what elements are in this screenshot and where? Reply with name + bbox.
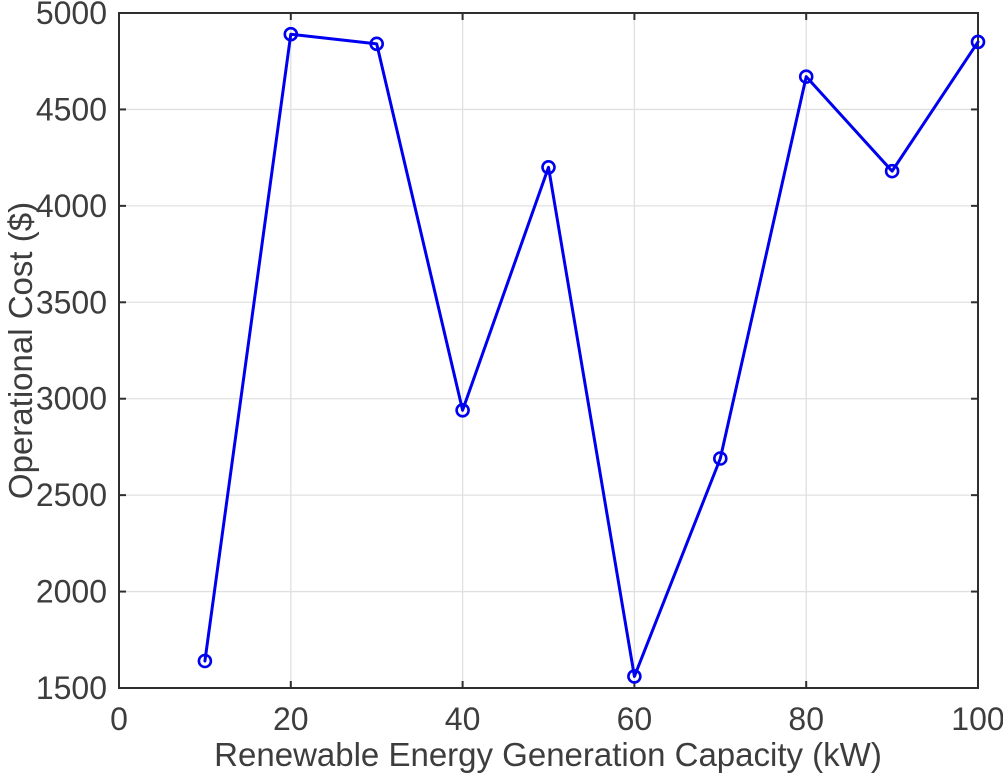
data-point-marker (455, 402, 470, 418)
data-point-marker (798, 69, 814, 84)
plot-border (118, 12, 979, 689)
data-point-marker (970, 34, 986, 50)
x-tick-label: 40 (445, 701, 481, 737)
x-tick-label: 80 (788, 701, 824, 737)
data-point-marker (369, 36, 385, 52)
y-tick-label: 5000 (36, 0, 107, 31)
x-axis-label: Renewable Energy Generation Capacity (kW… (214, 736, 882, 773)
y-tick-label: 3500 (36, 284, 107, 320)
y-axis-label: Operational Cost ($) (2, 202, 39, 499)
y-tick-label: 2000 (36, 574, 107, 610)
tick-label-layer: 0 20 40 60 80 100 1500 2000 2500 3000 3500 4000 4500… (36, 0, 1003, 737)
y-tick-label: 3000 (36, 381, 107, 417)
x-tick-label: 100 (951, 701, 1003, 737)
x-tick-label: 0 (110, 701, 128, 737)
data-series-line (203, 32, 980, 678)
data-point-marker (541, 159, 556, 175)
y-tick-label: 1500 (36, 670, 107, 706)
data-point-marker (627, 669, 642, 684)
y-tick-label: 2500 (36, 477, 107, 513)
x-tick-label: 60 (617, 701, 653, 737)
data-point-marker (884, 163, 900, 179)
data-series-layer (197, 26, 986, 684)
x-tick-label: 20 (273, 701, 309, 737)
data-point-marker (197, 653, 213, 669)
y-tick-label: 4000 (36, 188, 107, 224)
data-point-marker (283, 26, 299, 42)
data-point-marker (712, 451, 728, 466)
y-tick-label: 4500 (36, 91, 107, 127)
